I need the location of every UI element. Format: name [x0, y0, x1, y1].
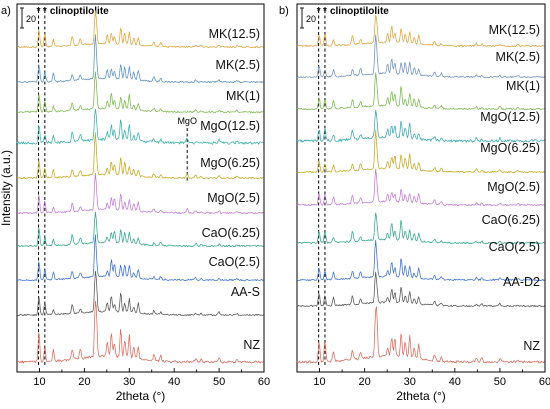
annotation-label: MgO — [177, 116, 197, 126]
x-axis-title: 2theta (°) — [396, 389, 446, 403]
series-line — [16, 10, 264, 49]
reference-marker: * — [37, 6, 41, 17]
x-tick-label: 50 — [494, 376, 506, 388]
x-tick-label: 20 — [359, 376, 371, 388]
series-label: MgO(12.5) — [480, 110, 540, 124]
series-label: MK(2.5) — [216, 58, 260, 72]
series-line — [16, 300, 264, 364]
series-label: MgO(2.5) — [487, 180, 540, 194]
series-label: MgO(12.5) — [200, 119, 260, 133]
series-label: NZ — [523, 339, 540, 353]
series-label: MK(2.5) — [496, 50, 540, 64]
x-tick-label: 60 — [539, 376, 550, 388]
series-line — [296, 212, 545, 245]
reference-legend-label: clinoptilolite — [50, 6, 109, 17]
x-tick-label: 60 — [258, 376, 270, 388]
series-line — [16, 172, 264, 215]
series-line — [296, 34, 545, 79]
x-tick-label: 30 — [404, 376, 416, 388]
series-label: MgO(6.25) — [200, 156, 260, 170]
x-tick-label: 10 — [33, 376, 45, 388]
series-label: CaO(6.25) — [482, 213, 540, 227]
series-line — [296, 271, 545, 308]
series-label: CaO(6.25) — [202, 226, 260, 240]
x-axis-title: 2theta (°) — [116, 389, 166, 403]
series-label: MK(1) — [506, 79, 540, 93]
series-line — [16, 132, 264, 180]
x-tick-label: 40 — [168, 376, 180, 388]
series-label: MK(12.5) — [489, 23, 540, 37]
series-label: MgO(2.5) — [207, 191, 260, 205]
series-line — [296, 168, 545, 207]
scale-bar-label: 20 — [26, 14, 36, 24]
series-label: MgO(6.25) — [480, 141, 540, 155]
series-line — [16, 108, 264, 145]
series-line — [16, 211, 264, 248]
series-label: AA-S — [231, 285, 260, 299]
series-line — [16, 71, 264, 114]
panel-a: 10 20 30 40 50 60 2theta (°) Intensity (a.u.) a)… — [0, 3, 270, 403]
x-tick-label: 10 — [313, 376, 325, 388]
reference-marker: * — [317, 6, 321, 17]
series-label: AA-D2 — [503, 275, 540, 289]
series-line — [296, 14, 545, 48]
reference-legend-label: clinoptilolite — [330, 6, 389, 17]
x-tick-label: 30 — [123, 376, 135, 388]
scale-bar-label: 20 — [306, 14, 316, 24]
series-label: CaO(2.5) — [489, 240, 540, 254]
series-label: CaO(2.5) — [209, 255, 260, 269]
panel-label: b) — [279, 5, 289, 17]
series-label: MK(12.5) — [209, 27, 260, 41]
series-line — [296, 239, 545, 282]
plot-frame — [296, 3, 546, 373]
series-line — [16, 270, 264, 317]
x-tick-label: 20 — [78, 376, 90, 388]
y-axis-title: Intensity (a.u.) — [0, 150, 13, 226]
plot-frame — [16, 3, 265, 373]
series-line — [296, 72, 545, 111]
series-line — [16, 234, 264, 282]
reference-marker: * — [323, 6, 327, 17]
x-tick-label: 40 — [449, 376, 461, 388]
reference-marker: * — [43, 6, 47, 17]
series-label: MK(1) — [226, 89, 260, 103]
x-tick-label: 50 — [213, 376, 225, 388]
series-line — [296, 129, 545, 174]
series-line — [296, 109, 545, 143]
series-line — [16, 34, 264, 84]
series-line — [296, 306, 545, 364]
series-label: NZ — [243, 338, 260, 352]
panel-label: a) — [1, 5, 11, 17]
